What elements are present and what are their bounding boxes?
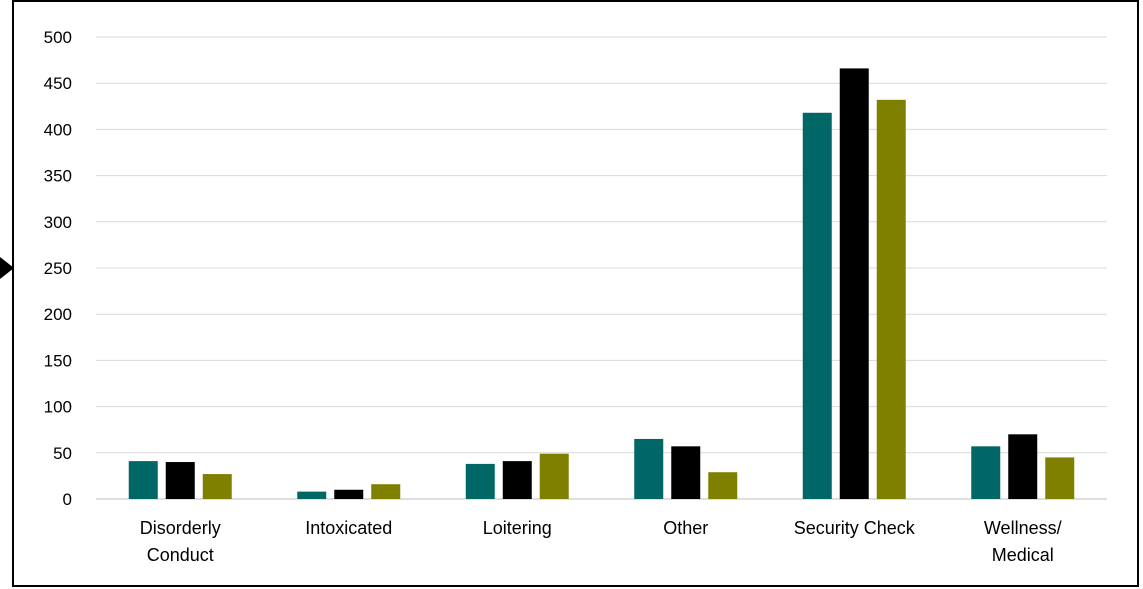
y-tick-label: 400: [44, 120, 72, 139]
triangle-right-icon: [0, 257, 14, 279]
y-tick-label: 500: [44, 28, 72, 47]
bar: [634, 438, 664, 499]
y-tick-label: 0: [63, 490, 72, 509]
y-tick-label: 200: [44, 305, 72, 324]
y-tick-label: 450: [44, 74, 72, 93]
bar: [1008, 434, 1038, 499]
bar: [802, 112, 832, 499]
bar: [165, 462, 195, 499]
bar-chart: 0 50 100 150 200 250 300 350 400 450 500 Disorderl…: [44, 28, 1107, 565]
y-tick-label: 100: [44, 398, 72, 417]
bar: [671, 446, 701, 499]
x-axis-category-labels: Disorderly Conduct Intoxicated Loitering Oth…: [140, 518, 1062, 565]
bar: [371, 484, 401, 499]
bar: [334, 489, 364, 499]
y-tick-label: 50: [53, 444, 72, 463]
bar: [202, 474, 232, 499]
x-category-label: Intoxicated: [305, 518, 392, 538]
gridlines: [96, 36, 1107, 500]
bar: [465, 463, 495, 499]
bar: [297, 491, 327, 499]
x-category-label: Security Check: [794, 518, 916, 538]
bar: [128, 461, 158, 499]
bar: [708, 472, 738, 499]
x-category-label: Disorderly Conduct: [140, 518, 221, 565]
bar: [502, 461, 532, 499]
y-tick-label: 300: [44, 213, 72, 232]
x-category-label: Loitering: [483, 518, 552, 538]
y-tick-label: 150: [44, 351, 72, 370]
bars: [128, 68, 1075, 499]
chart-frame: 0 50 100 150 200 250 300 350 400 450 500 Disorderl…: [12, 0, 1139, 587]
y-axis-ticks: 0 50 100 150 200 250 300 350 400 450 500: [44, 28, 72, 509]
bar: [539, 453, 569, 499]
y-tick-label: 250: [44, 259, 72, 278]
x-category-label: Other: [663, 518, 708, 538]
bar: [839, 68, 869, 499]
bar: [1045, 457, 1075, 499]
y-tick-label: 350: [44, 167, 72, 186]
bar: [971, 446, 1001, 499]
x-category-label: Wellness/Medical: [984, 518, 1062, 565]
bar: [876, 99, 906, 499]
